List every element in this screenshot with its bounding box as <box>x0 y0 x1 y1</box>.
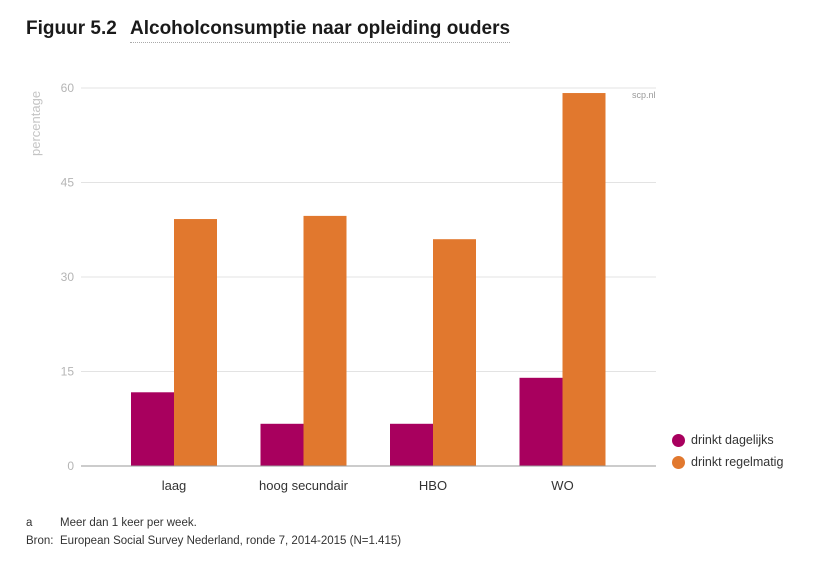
footnote-row: a Meer dan 1 keer per week. <box>26 514 401 532</box>
y-tick-label: 60 <box>61 81 75 95</box>
legend-label: drinkt dagelijks <box>691 433 774 447</box>
bar-regular[interactable] <box>562 93 606 466</box>
legend-dot-regular-icon <box>672 455 685 469</box>
bar-daily[interactable] <box>131 392 174 466</box>
legend-dot-daily-icon <box>672 433 685 447</box>
legend: drinkt dagelijks drinkt regelmatig <box>672 429 783 473</box>
figure-header: Figuur 5.2 Alcoholconsumptie naar opleid… <box>26 18 511 43</box>
bar-regular[interactable] <box>174 219 217 466</box>
bar-daily[interactable] <box>390 423 433 466</box>
x-tick-labels: laag hoog secundair HBO WO <box>162 478 574 493</box>
footnote-key: a <box>26 517 33 529</box>
bar-daily[interactable] <box>519 377 563 466</box>
x-tick-label: hoog secundair <box>259 478 349 493</box>
y-axis-label: percentage <box>28 91 43 156</box>
bars <box>131 93 606 466</box>
y-tick-labels: 0 15 30 45 60 <box>61 81 75 473</box>
bar-chart: 0 15 30 45 60 percentage scp.nl laag hoog sec… <box>28 81 656 493</box>
figure-title: Alcoholconsumptie naar opleiding ouders <box>130 18 511 43</box>
legend-item-daily[interactable]: drinkt dagelijks <box>672 429 783 451</box>
bar-regular[interactable] <box>433 239 476 466</box>
x-tick-label: laag <box>162 478 187 493</box>
y-tick-label: 30 <box>61 270 75 284</box>
legend-label: drinkt regelmatig <box>691 455 784 469</box>
y-tick-label: 45 <box>61 176 75 190</box>
x-tick-label: WO <box>551 478 573 493</box>
source-key: Bron: <box>26 535 54 547</box>
source-row: Bron: European Social Survey Nederland, … <box>26 532 401 550</box>
credit-label: scp.nl <box>632 90 656 100</box>
figure-number: Figuur 5.2 <box>26 18 117 39</box>
y-tick-label: 15 <box>61 365 75 379</box>
x-tick-label: HBO <box>419 478 447 493</box>
footnotes: a Meer dan 1 keer per week. Bron: Europe… <box>26 514 401 550</box>
y-tick-label: 0 <box>67 459 74 473</box>
footnote-text: Meer dan 1 keer per week. <box>60 517 197 529</box>
source-text: European Social Survey Nederland, ronde … <box>60 535 402 547</box>
bar-daily[interactable] <box>260 423 304 466</box>
legend-item-regular[interactable]: drinkt regelmatig <box>672 451 783 473</box>
bar-regular[interactable] <box>303 215 347 466</box>
